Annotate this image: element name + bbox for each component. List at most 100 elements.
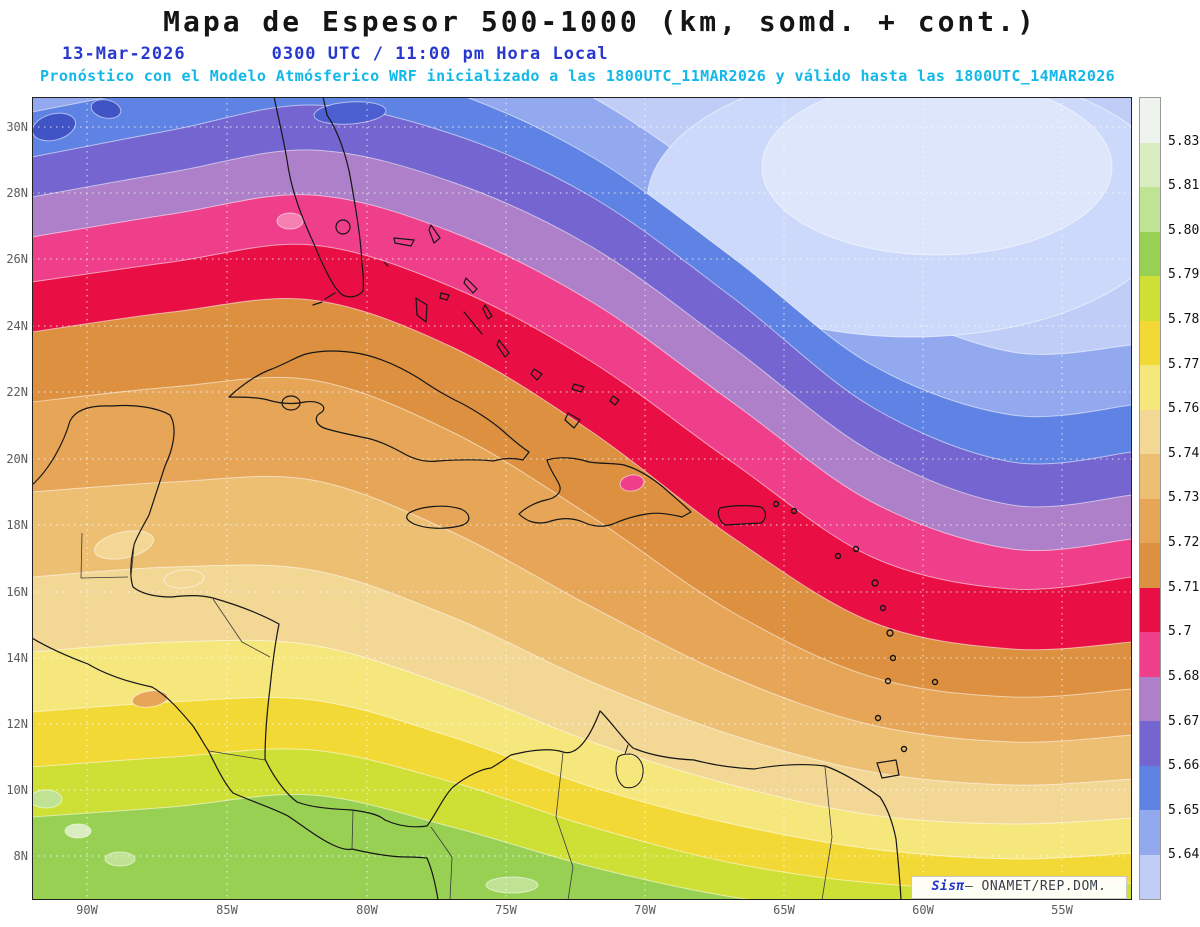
lat-label: 12N bbox=[6, 717, 28, 731]
island-marker bbox=[886, 629, 894, 637]
coastline-florida bbox=[273, 97, 365, 306]
colorbar-label: 5.676 bbox=[1168, 714, 1200, 729]
colorbar-block bbox=[1140, 454, 1160, 499]
island-marker bbox=[931, 678, 939, 686]
lon-label: 90W bbox=[76, 903, 98, 917]
closed-contours bbox=[32, 99, 645, 894]
forecast-note: Pronóstico con el Modelo Atmósferico WRF… bbox=[40, 67, 1116, 85]
lat-label: 30N bbox=[6, 120, 28, 134]
lon-label: 75W bbox=[495, 903, 517, 917]
closed-contour bbox=[131, 690, 169, 708]
closed-contour bbox=[163, 569, 205, 589]
closed-contour bbox=[313, 101, 387, 125]
border-lines bbox=[80, 532, 833, 900]
forecast-time: 0300 UTC / 11:00 pm Hora Local bbox=[271, 44, 609, 64]
lat-label: 26N bbox=[6, 252, 28, 266]
closed-contour bbox=[94, 530, 154, 560]
coastline-central-america bbox=[32, 404, 902, 900]
lat-label: 18N bbox=[6, 518, 28, 532]
colorbar-block bbox=[1140, 187, 1160, 232]
colorbar-label: 5.7 bbox=[1168, 624, 1192, 639]
coastline-trinidad bbox=[876, 759, 900, 779]
colorbar bbox=[1139, 97, 1161, 900]
page-title: Mapa de Espesor 500-1000 (km, somd. + co… bbox=[163, 5, 1037, 38]
contour-band bbox=[761, 97, 1113, 256]
island-marker bbox=[772, 500, 780, 508]
colorbar-block bbox=[1140, 409, 1160, 454]
colorbar-label: 5.772 bbox=[1168, 357, 1200, 372]
island-marker bbox=[900, 745, 908, 753]
colorbar-block bbox=[1140, 632, 1160, 677]
forecast-date: 13-Mar-2026 bbox=[62, 44, 186, 64]
colorbar-label: 5.724 bbox=[1168, 535, 1200, 550]
closed-contour bbox=[276, 212, 304, 230]
island-marker bbox=[879, 604, 887, 612]
colorbar-block bbox=[1140, 587, 1160, 632]
island-marker bbox=[834, 552, 842, 560]
lat-label: 10N bbox=[6, 783, 28, 797]
colorbar-block bbox=[1140, 765, 1160, 810]
colorbar-block bbox=[1140, 854, 1160, 899]
lat-label: 16N bbox=[6, 585, 28, 599]
island-marker bbox=[852, 545, 860, 553]
colorbar-block bbox=[1140, 320, 1160, 365]
colorbar-label: 5.664 bbox=[1168, 758, 1200, 773]
colorbar-label: 5.748 bbox=[1168, 446, 1200, 461]
lon-label: 55W bbox=[1051, 903, 1073, 917]
coastlines bbox=[32, 97, 902, 900]
lat-label: 8N bbox=[13, 849, 28, 863]
lat-label: 24N bbox=[6, 319, 28, 333]
colorbar-block bbox=[1140, 276, 1160, 321]
colorbar-block bbox=[1140, 98, 1160, 143]
closed-contour bbox=[90, 99, 122, 119]
lake-maracaibo bbox=[615, 744, 644, 789]
lat-label: 22N bbox=[6, 385, 28, 399]
lon-label: 60W bbox=[912, 903, 934, 917]
thickness-bands bbox=[32, 97, 1132, 900]
lon-label: 80W bbox=[356, 903, 378, 917]
colorbar-label: 5.688 bbox=[1168, 669, 1200, 684]
map-frame bbox=[32, 97, 1132, 900]
island-marker bbox=[884, 677, 892, 685]
datetime-row: 13-Mar-2026 0300 UTC / 11:00 pm Hora Loca… bbox=[62, 44, 609, 64]
lat-label: 20N bbox=[6, 452, 28, 466]
island-marker bbox=[871, 579, 879, 587]
lon-label: 65W bbox=[773, 903, 795, 917]
colorbar-label: 5.795 bbox=[1168, 267, 1200, 282]
closed-contour bbox=[619, 474, 645, 492]
colorbar-block bbox=[1140, 543, 1160, 588]
colorbar-block bbox=[1140, 810, 1160, 855]
lesser-antilles-islands bbox=[772, 500, 939, 753]
coastline-hispaniola bbox=[518, 457, 692, 527]
island-marker bbox=[790, 507, 798, 515]
colorbar-block bbox=[1140, 231, 1160, 276]
closed-contour bbox=[485, 876, 539, 894]
lon-label: 85W bbox=[216, 903, 238, 917]
colorbar-block bbox=[1140, 721, 1160, 766]
island-marker bbox=[889, 654, 897, 662]
colorbar-label: 5.783 bbox=[1168, 312, 1200, 327]
coastline-bahamas bbox=[383, 224, 620, 429]
coastline-cuba bbox=[228, 350, 530, 463]
coastline-jamaica bbox=[406, 505, 470, 529]
colorbar-label: 5.807 bbox=[1168, 223, 1200, 238]
closed-contour bbox=[104, 851, 136, 867]
coastline-puerto-rico bbox=[717, 505, 767, 526]
lon-label: 70W bbox=[634, 903, 656, 917]
colorbar-block bbox=[1140, 365, 1160, 410]
colorbar-label: 5.64 bbox=[1168, 847, 1200, 862]
colorbar-label: 5.831 bbox=[1168, 134, 1200, 149]
lat-label: 14N bbox=[6, 651, 28, 665]
attribution-text: – ONAMET/REP.DOM. bbox=[964, 879, 1107, 894]
colorbar-block bbox=[1140, 498, 1160, 543]
map-canvas bbox=[32, 97, 1132, 900]
colorbar-label: 5.712 bbox=[1168, 580, 1200, 595]
colorbar-label: 5.76 bbox=[1168, 401, 1200, 416]
lat-label: 28N bbox=[6, 186, 28, 200]
colorbar-label: 5.652 bbox=[1168, 803, 1200, 818]
colorbar-label: 5.819 bbox=[1168, 178, 1200, 193]
closed-contour bbox=[64, 823, 92, 839]
colorbar-label: 5.736 bbox=[1168, 490, 1200, 505]
colorbar-block bbox=[1140, 676, 1160, 721]
